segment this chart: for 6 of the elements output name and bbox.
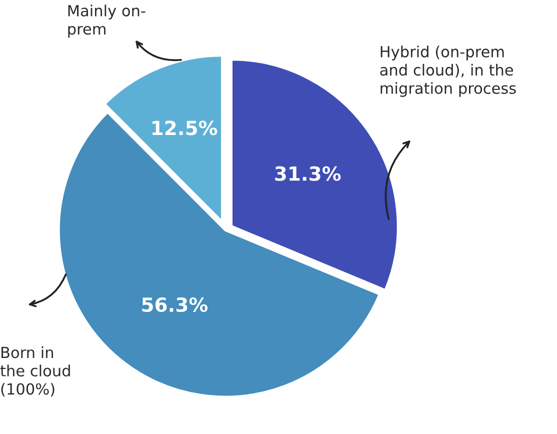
- slice-label: Hybrid (on-prem and cloud), in the migration process: [380, 46, 516, 97]
- data-label: 31.3%: [275, 166, 341, 181]
- data-label: 12.5%: [152, 120, 218, 136]
- slice-label: Mainly on- prem: [68, 4, 146, 38]
- slice-label: Born in the cloud (100%): [0, 346, 70, 397]
- data-label: 56.3%: [142, 297, 208, 312]
